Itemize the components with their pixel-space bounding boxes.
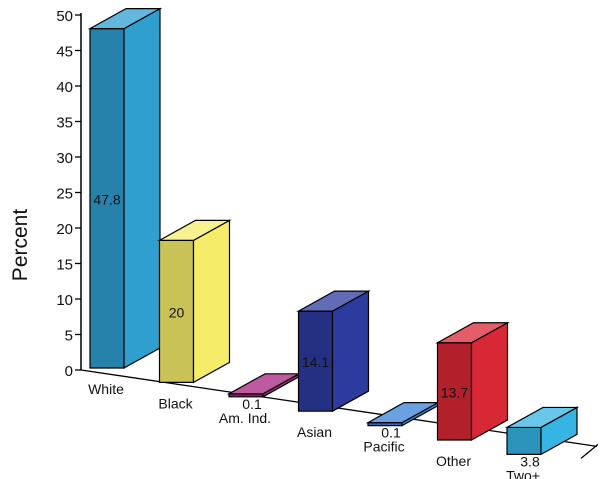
x-category-label: Two+ [506, 467, 540, 479]
x-category-label: Other [436, 453, 471, 469]
y-tick-label: 35 [56, 115, 73, 132]
bar-top-face [87, 8, 163, 30]
bar-asian: 14.1 Asian [296, 290, 371, 440]
data-label: 20 [169, 304, 185, 320]
y-axis-label: Percent [9, 209, 32, 282]
y-tick-label: 25 [56, 186, 73, 203]
y-tick-label: 20 [56, 221, 73, 238]
y-tick-label: 40 [56, 79, 73, 96]
y-tick-label: 30 [56, 150, 73, 167]
x-category-label: Asian [297, 424, 332, 440]
y-tick-label: 50 [56, 8, 73, 25]
bar-front-face [506, 426, 542, 455]
bar-top-face [157, 219, 232, 241]
x-category-label: Am. Ind. [219, 410, 271, 426]
bar-side-face [331, 290, 370, 413]
x-category-label: White [88, 381, 124, 397]
y-tick-label: 45 [56, 44, 73, 61]
bar-other: 13.7 Other [435, 321, 510, 469]
y-tick-label: 10 [56, 292, 73, 309]
bar-side-face [123, 7, 161, 370]
x-category-label: Pacific [363, 439, 404, 455]
bar-am-ind: 0.1Am. Ind. [219, 372, 302, 426]
data-label: 47.8 [93, 191, 120, 207]
y-tick-label: 0 [65, 363, 73, 380]
data-label: 3.8 [520, 453, 540, 469]
x-axis-depth-line [580, 443, 599, 459]
data-label: 14.1 [302, 354, 329, 370]
y-tick-label: 15 [56, 257, 73, 274]
bar-black: 20 Black [157, 219, 232, 411]
data-label: 0.1 [242, 396, 262, 412]
x-category-label: Black [158, 395, 193, 411]
bar-top-face [504, 406, 580, 429]
bar-side-face [192, 219, 231, 384]
y-tick-label: 5 [65, 328, 73, 345]
bar-white: 47.8 White [87, 7, 163, 397]
bar-top-face [296, 290, 371, 312]
bar-top-face [435, 322, 510, 344]
bar-top-face [365, 402, 441, 424]
chart-axes: 0 5 10 15 20 25 30 35 40 45 50 [56, 8, 599, 459]
bar-top-face [226, 373, 302, 395]
data-label: 0.1 [381, 425, 401, 441]
data-label: 13.7 [441, 384, 468, 400]
